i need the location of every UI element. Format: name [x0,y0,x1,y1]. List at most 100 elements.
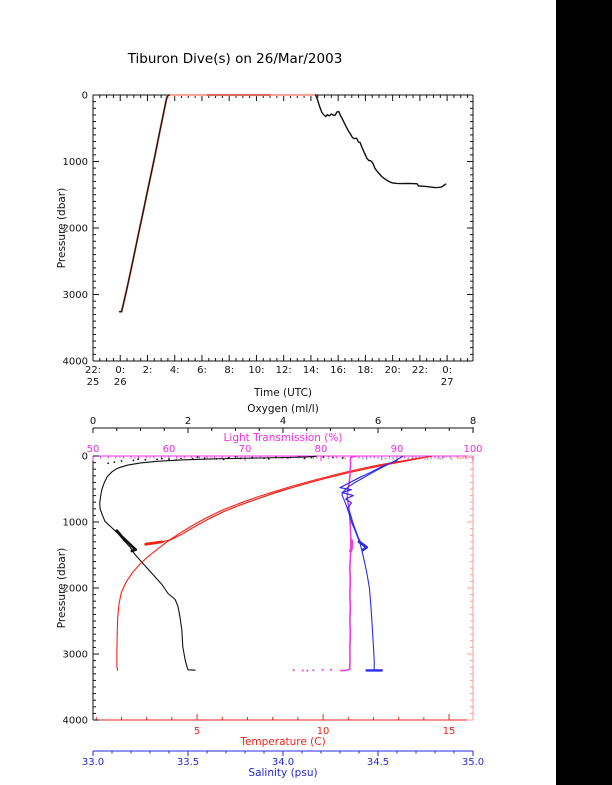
pressure-tick-label: 1000 [63,157,88,168]
scatter-oxygen-surface-scatter [120,460,123,462]
scatter-salinity-surface-scatter [377,456,379,459]
pressure-tick-label: 0 [82,91,88,102]
oxygen-tick-label: 8 [470,416,476,427]
series-light-transmission-dive2-bottom [349,539,354,553]
time-tick-label: 12: [276,365,292,376]
series-dive2-descent [315,94,447,189]
time-tick-label: 2: [143,365,153,376]
series-oxygen-dive1 [99,455,317,671]
scatter-salinity-surface-scatter [407,457,410,460]
scatter-salinity-surface-scatter [441,457,444,460]
scatter-oxygen-surface-scatter [156,458,159,461]
scatter-salinity-surface-scatter [437,456,440,459]
time-tick-label: 0: [442,365,452,376]
pressure-tick-label: 0 [82,452,88,463]
scatter-light-surface-scatter [344,457,347,460]
series-dive1-ascent [118,94,171,313]
scatter-oxygen-surface-scatter [113,461,116,463]
series-salinity-dive2 [339,460,398,544]
pressure-tick-label: 2000 [63,584,88,595]
time-tick-label: 14: [303,365,319,376]
oxygen-tick-label: 0 [90,416,96,427]
light-tick-label: 80 [315,444,328,455]
series-oxygen-dive2-bottom [115,529,138,553]
scatter-light-bottom-scatter [292,669,295,672]
temperature-tick-label: 15 [443,726,456,737]
light-tick-label: 100 [463,444,482,455]
scatter-oxygen-surface-scatter [303,457,306,460]
scatter-salinity-surface-scatter [369,456,372,459]
oxygen-tick-label: 4 [280,416,286,427]
scatter-light-bottom-scatter [329,668,332,671]
pressure-tick-label: 4000 [63,357,88,368]
scatter-salinity-surface-scatter [365,457,368,460]
salinity-tick-label: 34.5 [367,757,389,768]
time-tick-label: 10: [248,365,264,376]
day-tick-label: 27 [441,377,454,388]
light-tick-label: 70 [239,444,252,455]
scatter-light-surface-scatter [361,456,364,459]
time-tick-label: 22: [412,365,428,376]
scatter-light-bottom-scatter [312,669,315,672]
scatter-light-surface-scatter [356,455,359,458]
scatter-temperature-surface-scatter [424,458,427,461]
temperature-tick-label: 5 [194,726,200,737]
time-axis-label: Time (UTC) [253,387,313,399]
right-letterbox-band [556,0,612,785]
salinity-tick-label: 34.0 [272,757,294,768]
salinity-tick-label: 33.5 [177,757,199,768]
light-tick-label: 90 [391,444,404,455]
oxygen-axis-label: Oxygen (ml/l) [247,403,319,415]
scatter-oxygen-surface-scatter [203,457,206,459]
pressure-tick-label: 3000 [63,290,88,301]
figure-title: Tiburon Dive(s) on 26/Mar/2003 [127,51,343,67]
scatter-temperature-surface-scatter [465,457,468,460]
scatter-salinity-surface-scatter [392,457,395,459]
pressure-tick-label: 4000 [63,716,88,727]
scatter-temperature-surface-scatter [450,457,453,460]
time-tick-label: 22: [85,365,101,376]
scatter-temperature-surface-scatter [459,457,462,460]
time-tick-label: 8: [224,365,234,376]
scatter-light-bottom-scatter [306,669,309,672]
light-tick-label: 60 [163,444,176,455]
series-temperature-dive2-bottom [144,540,164,546]
scatter-oxygen-surface-scatter [234,456,237,458]
time-tick-label: 4: [170,365,180,376]
scatter-salinity-surface-scatter [380,458,383,461]
top-pressure-axis-label: Pressure (dbar) [56,187,68,269]
scatter-light-surface-scatter [189,455,192,458]
series-surface-transit-red [118,93,317,313]
salinity-tick-label: 35.0 [462,757,484,768]
bottom-pressure-axis-label: Pressure (dbar) [56,547,68,629]
scatter-salinity-surface-scatter [384,457,387,460]
light-transmission-axis-label: Light Transmission (%) [223,432,343,444]
scatter-light-surface-scatter [164,456,167,459]
pressure-tick-label: 1000 [63,518,88,529]
scatter-light-surface-scatter [118,456,121,459]
scatter-temperature-surface-scatter [461,456,464,459]
oxygen-tick-label: 2 [185,416,191,427]
series-temperature-dive1 [116,455,432,671]
scatter-temperature-surface-scatter [439,457,442,460]
scatter-light-surface-scatter [336,455,339,458]
temperature-tick-label: 10 [317,726,330,737]
scatter-oxygen-surface-scatter [107,462,110,465]
scatter-light-surface-scatter [316,456,319,459]
scatter-oxygen-surface-scatter [161,457,163,460]
scatter-light-surface-scatter [179,456,182,459]
temperature-axis-label: Temperature (C) [240,736,326,748]
scatter-oxygen-surface-scatter [341,457,344,459]
scatter-light-surface-scatter [133,457,136,459]
time-tick-label: 16: [330,365,346,376]
scatter-oxygen-surface-scatter [322,456,325,458]
scatter-light-surface-scatter [194,455,197,458]
salinity-axis-label: Salinity (psu) [248,767,318,779]
scatter-oxygen-surface-scatter [132,459,135,462]
scatter-oxygen-surface-scatter [267,458,270,460]
pressure-tick-label: 2000 [63,224,88,235]
pressure-tick-label: 3000 [63,650,88,661]
scatter-oxygen-surface-scatter [168,458,170,461]
day-tick-label: 26 [114,377,127,388]
